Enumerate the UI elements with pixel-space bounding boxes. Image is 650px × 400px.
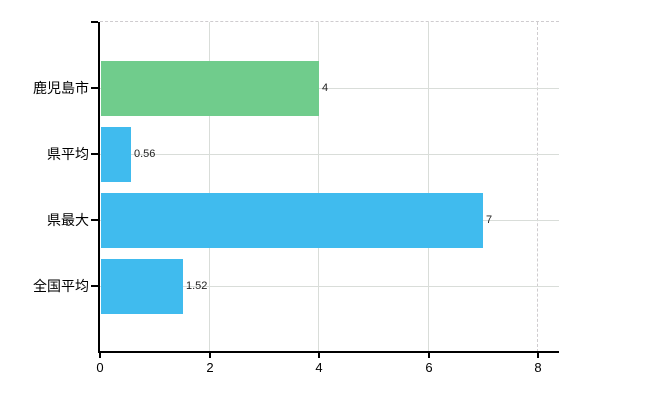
- bar: [101, 193, 483, 248]
- y-axis-tick: [91, 219, 98, 221]
- bar-value-label: 7: [486, 214, 493, 226]
- y-axis-line: [98, 22, 100, 353]
- x-axis-tick: [318, 353, 320, 358]
- y-axis-tick: [91, 285, 98, 287]
- y-axis-tick: [91, 153, 98, 155]
- x-axis-tick: [99, 353, 101, 358]
- y-axis-tick: [91, 87, 98, 89]
- gridline-horizontal: [100, 286, 559, 287]
- gridline-vertical: [427, 22, 429, 352]
- category-label: 鹿児島市: [33, 80, 89, 96]
- x-axis-tick: [537, 353, 539, 358]
- plot-right-border: [537, 22, 538, 352]
- gridline-vertical: [208, 22, 210, 352]
- bar-value-label: 0.56: [134, 148, 156, 160]
- category-label: 県最大: [47, 212, 89, 228]
- x-tick-label: 4: [315, 360, 323, 375]
- bar-value-label: 1.52: [186, 280, 208, 292]
- y-axis-tick: [91, 21, 98, 23]
- x-tick-label: 6: [425, 360, 433, 375]
- gridline-vertical: [318, 22, 319, 352]
- x-axis-line: [98, 351, 559, 353]
- x-axis-tick: [209, 353, 211, 358]
- category-label: 県平均: [47, 146, 89, 162]
- category-label: 全国平均: [33, 278, 89, 294]
- plot-top-border: [100, 21, 559, 22]
- bar: [101, 61, 319, 116]
- x-tick-label: 2: [206, 360, 214, 375]
- bar-value-label: 4: [322, 82, 329, 94]
- bar: [101, 127, 131, 182]
- gridline-horizontal: [100, 88, 559, 89]
- bar: [101, 259, 183, 314]
- x-tick-label: 8: [534, 360, 542, 375]
- gridline-horizontal: [100, 154, 559, 155]
- x-axis-tick: [428, 353, 430, 358]
- x-tick-label: 0: [96, 360, 104, 375]
